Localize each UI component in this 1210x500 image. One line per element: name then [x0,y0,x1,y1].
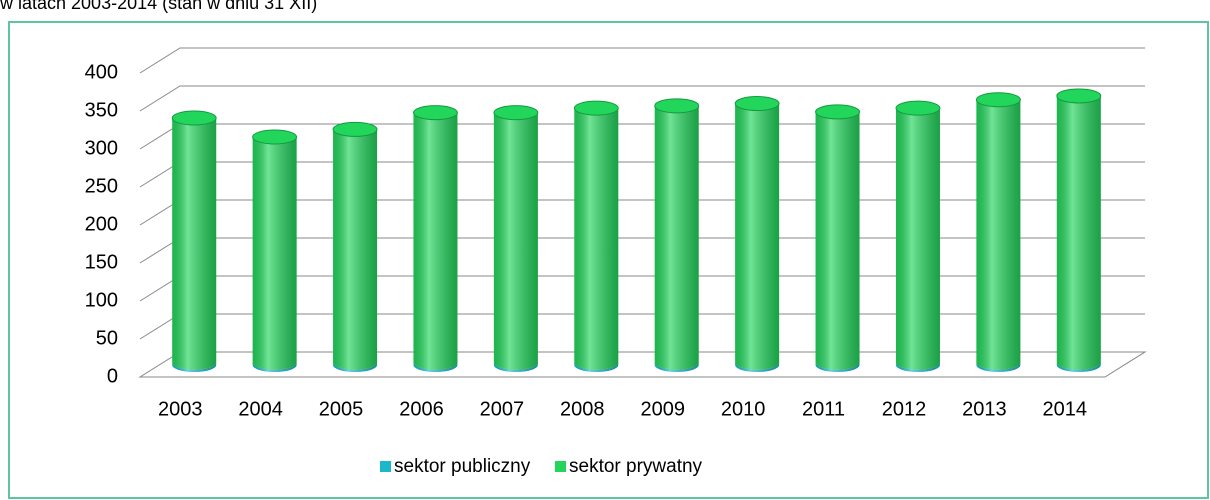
legend-label: sektor prywatny [569,456,703,477]
x-tick-label: 2013 [962,398,1007,420]
y-tick-label: 300 [85,137,118,159]
floor [138,351,1147,378]
bar-cap [975,92,1021,108]
bar-shade [976,362,1021,373]
bar-cap [493,105,539,121]
x-tick-label: 2008 [560,398,605,420]
bar-shade [976,99,1021,370]
bar-cap [734,96,780,112]
y-tick-label: 0 [107,365,118,387]
legend-swatch [380,461,391,472]
x-tick-label: 2004 [238,398,283,420]
y-tick-label: 400 [85,61,118,83]
y-tick-label: 100 [85,289,118,311]
bar-shade [895,108,940,370]
bar-cap [252,129,298,145]
bar-shade [654,362,699,373]
bar-cap [815,104,861,120]
x-tick-label: 2009 [640,398,685,420]
bar-shade [735,103,780,370]
bar-shade [172,118,217,370]
bar-cap [171,110,217,126]
y-tick-label: 350 [85,99,118,121]
bar-shade [252,137,297,370]
bar-shade [413,362,458,373]
y-tick-label: 200 [85,213,118,235]
y-tick-label: 250 [85,175,118,197]
x-tick-label: 2014 [1043,398,1088,420]
bar-shade [1056,362,1101,373]
bar-cap [895,100,941,116]
bar-shade [333,129,378,370]
bar-shade [895,362,940,373]
x-tick-label: 2010 [721,398,766,420]
bar-cap [332,121,378,137]
grid-line [139,47,1145,74]
bar-shade [333,362,378,373]
x-tick-label: 2003 [158,398,203,420]
bar-shade [815,362,860,373]
bar-cap [654,98,700,114]
grid-line [139,85,1145,112]
bar-cap [1056,88,1102,104]
chart-title: w latach 2003-2014 (stan w dniu 31 XII) [0,0,317,13]
bar-shade [815,111,860,370]
bar-cap [412,105,458,121]
bar-shade [413,112,458,370]
bar-shade [493,362,538,373]
bar-shade [574,362,619,373]
bar-shade [735,362,780,373]
y-tick-label: 50 [96,327,118,349]
bar-shade [574,108,619,370]
x-tick-label: 2011 [802,398,845,420]
bar-cap [573,100,619,116]
x-tick-label: 2005 [319,398,364,420]
x-tick-label: 2006 [399,398,444,420]
bar-shade [1056,95,1101,370]
bar-shade [172,362,217,373]
bar-shade [654,105,699,370]
bar-shade [493,112,538,370]
legend-label: sektor publiczny [394,456,531,477]
x-tick-label: 2007 [480,398,525,420]
bar-shade [252,362,297,373]
legend-swatch [555,461,566,472]
x-tick-label: 2012 [882,398,927,420]
y-tick-label: 150 [85,251,118,273]
